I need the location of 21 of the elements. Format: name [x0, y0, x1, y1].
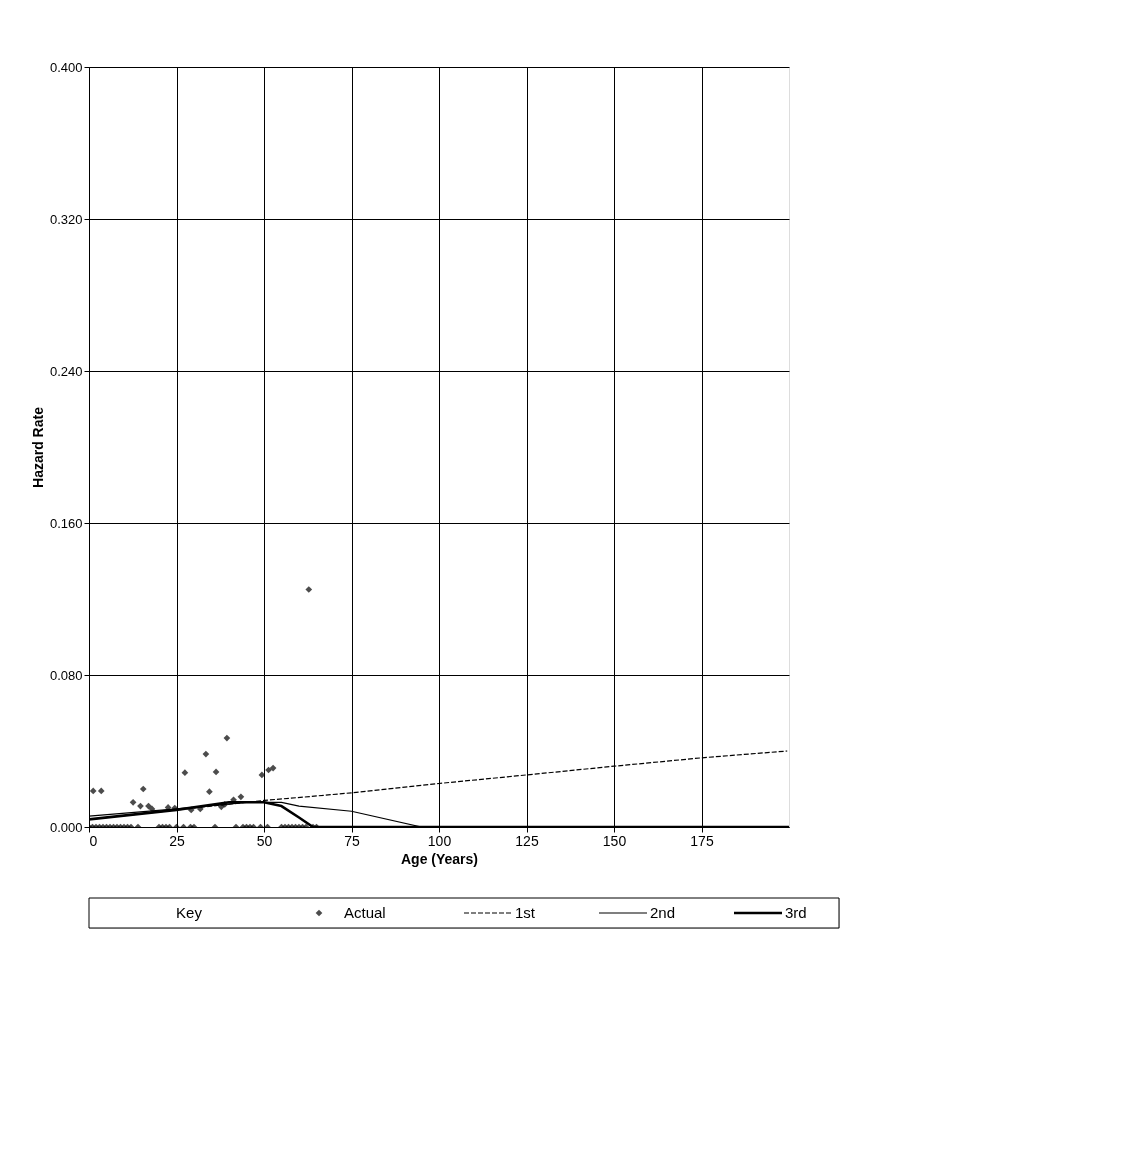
- x-tick-label: 175: [690, 832, 714, 849]
- x-tick-label: 150: [602, 832, 627, 849]
- y-tick-label: 0.400: [49, 59, 83, 75]
- legend-label: 3rd: [785, 904, 807, 921]
- x-tick-label: 0: [89, 832, 98, 849]
- x-axis-title: Age (Years): [400, 850, 479, 867]
- legend-title: Key: [176, 904, 203, 921]
- legend-label: Actual: [344, 904, 386, 921]
- y-axis-title: Hazard Rate: [29, 406, 46, 488]
- legend-label: 2nd: [650, 904, 676, 921]
- x-tick-label: 25: [169, 832, 185, 849]
- y-tick-label: 0.320: [49, 211, 83, 227]
- y-tick-label: 0.160: [49, 515, 83, 531]
- x-tick-label: 100: [427, 832, 452, 849]
- x-tick-label: 50: [256, 832, 273, 849]
- y-tick-label: 0.240: [49, 363, 83, 379]
- y-tick-label: 0.000: [49, 819, 83, 835]
- x-tick-label: 125: [515, 832, 539, 849]
- legend-label: 1st: [515, 904, 536, 921]
- y-tick-label: 0.080: [49, 667, 83, 683]
- x-tick-label: 75: [344, 832, 360, 849]
